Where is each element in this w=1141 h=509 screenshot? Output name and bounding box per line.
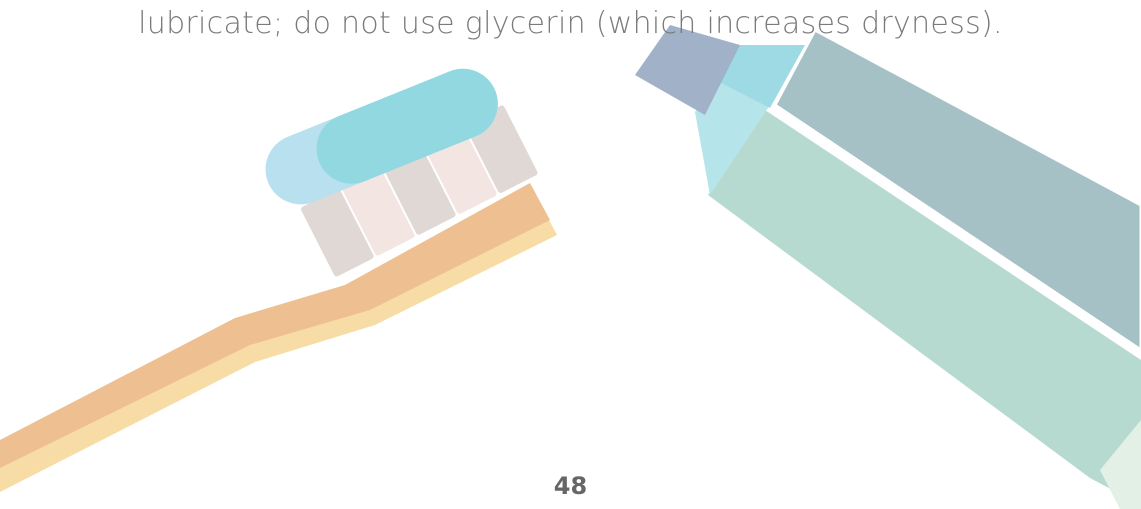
handle-edge [0, 218, 557, 492]
handle [0, 183, 550, 468]
tube-end [1100, 420, 1141, 509]
body-text: lubricate; do not use glycerin (which in… [138, 6, 1003, 41]
paste [265, 68, 498, 205]
tube-panel [773, 27, 1141, 352]
tube-body [708, 110, 1141, 505]
page-number: 48 [553, 472, 588, 500]
tube-cap [635, 25, 740, 115]
tube-neck-top [715, 45, 805, 108]
